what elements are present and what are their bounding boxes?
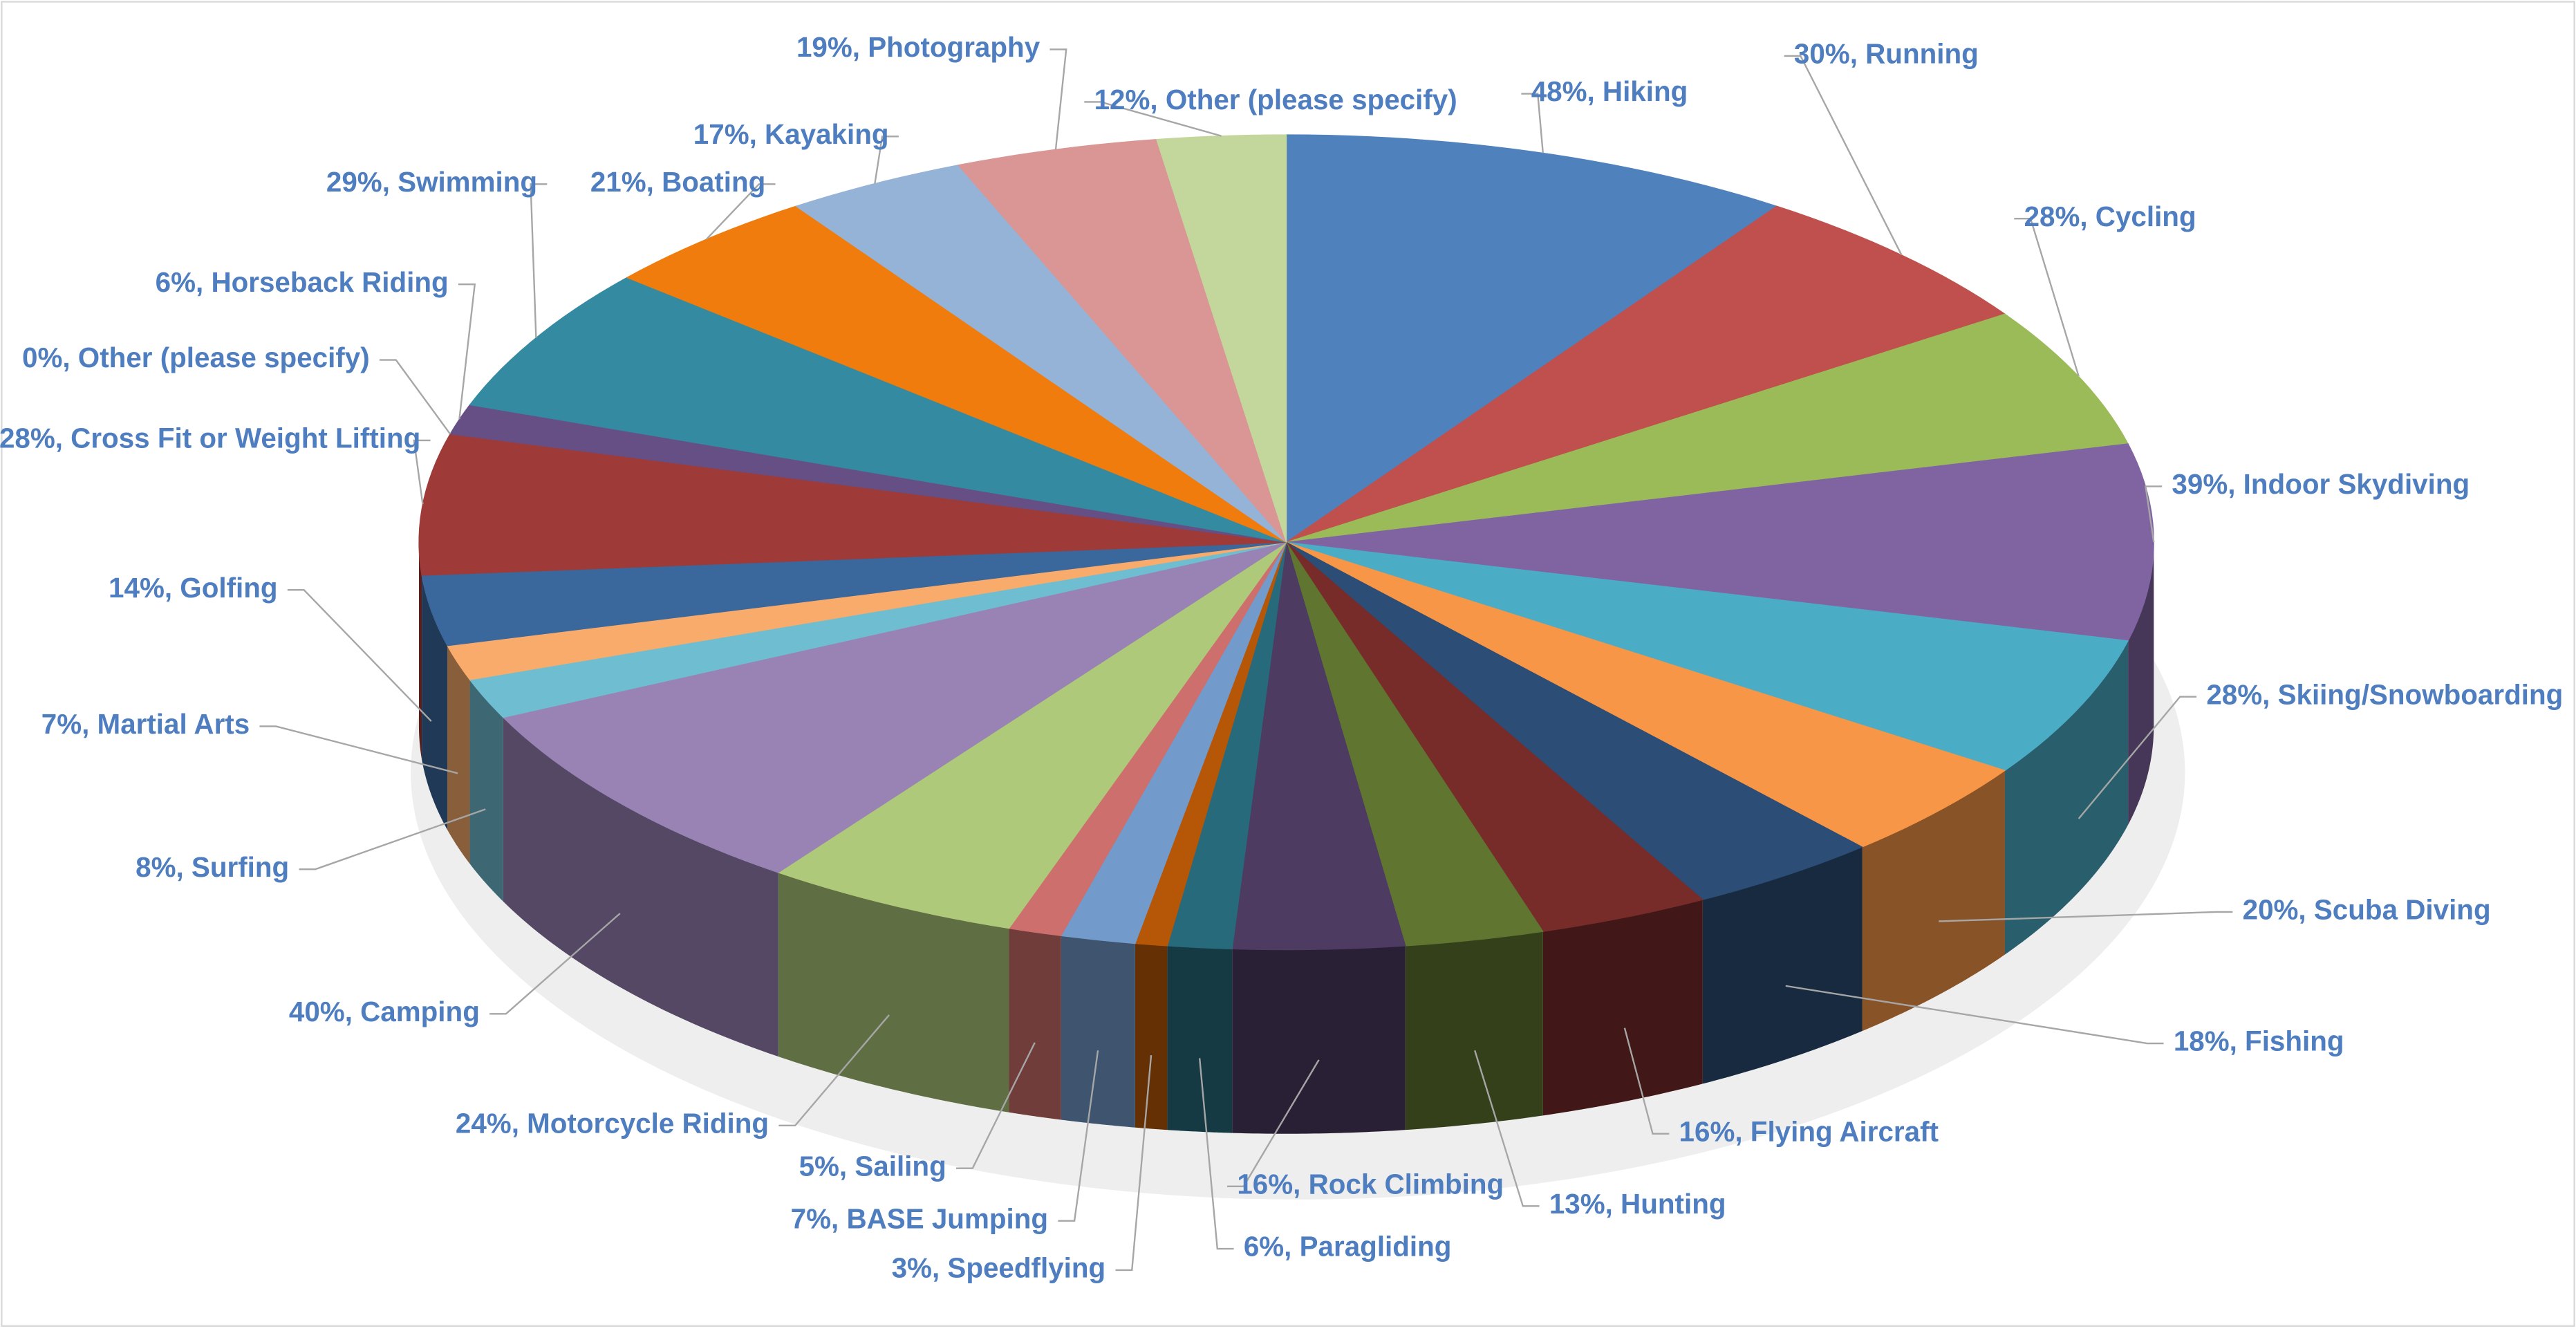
leader-line (1198, 1058, 1234, 1250)
data-label: 16%, Rock Climbing (1237, 1168, 1504, 1200)
data-label: 48%, Hiking (1531, 75, 1688, 107)
slice (957, 138, 1287, 543)
slice-side (1167, 946, 1233, 1133)
data-label: 19%, Photography (796, 31, 1040, 63)
data-label: 17%, Kayaking (693, 118, 889, 150)
leader-line (1227, 1059, 1320, 1187)
slice (469, 541, 1287, 718)
data-label: 6%, Horseback Riding (156, 266, 449, 298)
data-label: 7%, Martial Arts (41, 708, 250, 740)
slice (502, 541, 1287, 873)
slice (1286, 313, 2129, 543)
data-label: 8%, Surfing (136, 851, 289, 883)
data-label: 6%, Paragliding (1244, 1231, 1452, 1263)
data-label: 30%, Running (1794, 38, 1979, 70)
data-label: 5%, Sailing (799, 1150, 946, 1182)
slice-side (1061, 936, 1135, 1128)
slice (1231, 542, 1406, 951)
slice-side (1702, 847, 1863, 1084)
slice-side (778, 872, 1009, 1113)
leader-line (705, 183, 776, 240)
leader-line (1115, 1055, 1152, 1272)
data-label: 24%, Motorcycle Riding (456, 1108, 769, 1139)
leader-line (1785, 985, 2164, 1045)
data-label: 7%, BASE Jumping (791, 1202, 1048, 1234)
leader-line (1474, 1050, 1540, 1207)
slice-side (1009, 928, 1061, 1120)
leader-line (1784, 55, 1903, 256)
slice-side (1135, 943, 1168, 1130)
leader-line (489, 913, 621, 1015)
data-label: 3%, Speedflying (892, 1252, 1106, 1284)
leader-line (2078, 696, 2197, 819)
leader-line (379, 359, 451, 435)
leader-line (955, 1042, 1036, 1169)
data-label: 16%, Flying Aircraft (1679, 1115, 1939, 1147)
leader-line (1521, 93, 1544, 153)
slice (795, 165, 1287, 543)
slice (1286, 541, 1704, 932)
slice-side (503, 717, 778, 1057)
leader-line (1058, 1050, 1099, 1222)
leader-line (1939, 911, 2233, 922)
data-label: 0%, Other (please specify) (22, 342, 370, 373)
slice (1286, 541, 2129, 772)
slice (421, 541, 1287, 646)
leader-line (1084, 101, 1222, 137)
slice (1286, 134, 1778, 543)
slice-side (2128, 542, 2154, 825)
leader-line (259, 725, 458, 774)
data-label: 29%, Swimming (326, 166, 537, 198)
leader-line (530, 183, 548, 338)
slice-side (447, 645, 470, 864)
leader-line (2014, 217, 2080, 377)
slice-side (1405, 931, 1543, 1130)
data-label: 28%, Cross Fit or Weight Lifting (0, 422, 420, 454)
slice-side (418, 542, 422, 760)
slice-side (469, 680, 503, 902)
leader-line (287, 589, 432, 722)
slice (1286, 541, 1863, 900)
data-label: 21%, Boating (590, 166, 766, 198)
data-label: 14%, Golfing (109, 572, 278, 604)
slice (1286, 541, 2006, 848)
data-label: 12%, Other (please specify) (1094, 84, 1457, 115)
slice-side (1862, 770, 2006, 1032)
data-label: 20%, Scuba Diving (2243, 894, 2491, 926)
slice-side (2005, 640, 2129, 955)
data-label: 40%, Camping (289, 996, 480, 1027)
slice (1286, 541, 1544, 947)
data-label: 28%, Skiing/Snowboarding (2206, 678, 2563, 710)
leader-line (1049, 48, 1067, 150)
leader-line (2145, 485, 2163, 543)
leader-line (1623, 1027, 1670, 1135)
leader-line (874, 136, 899, 184)
data-label: 39%, Indoor Skydiving (2172, 468, 2470, 500)
data-label: 13%, Hunting (1549, 1188, 1726, 1220)
leader-line (413, 439, 431, 505)
slice (1286, 205, 2006, 543)
leader-line (299, 808, 486, 871)
leader-line (778, 1014, 890, 1127)
slice-side (1232, 946, 1406, 1134)
slice (777, 541, 1287, 929)
leader-line (458, 283, 476, 420)
slice-side (1542, 900, 1703, 1116)
data-label: 18%, Fishing (2174, 1025, 2344, 1057)
data-label: 28%, Cycling (2024, 201, 2196, 232)
